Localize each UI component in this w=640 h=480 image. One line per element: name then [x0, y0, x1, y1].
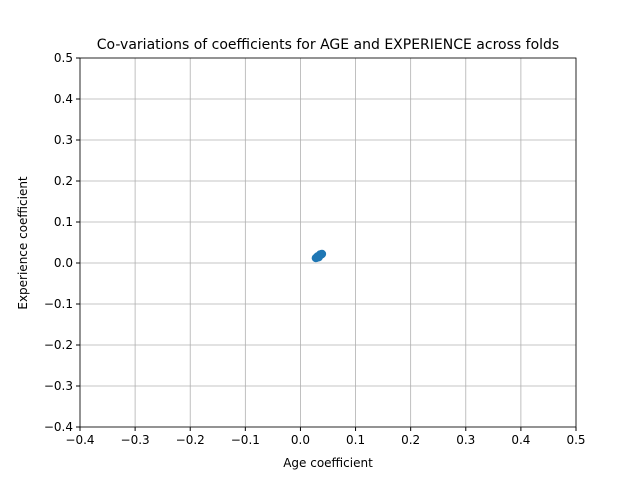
y-tick-label: 0.1 — [54, 215, 73, 229]
x-tick-label: 0.2 — [401, 433, 420, 447]
x-axis-label: Age coefficient — [283, 456, 373, 470]
x-tick-label: 0.5 — [566, 433, 585, 447]
x-tick-label: −0.2 — [176, 433, 205, 447]
y-tick-label: 0.5 — [54, 51, 73, 65]
y-tick-label: −0.2 — [44, 338, 73, 352]
y-tick-label: 0.2 — [54, 174, 73, 188]
x-tick-label: 0.0 — [291, 433, 310, 447]
point — [313, 252, 323, 262]
y-tick-label: 0.0 — [54, 256, 73, 270]
y-tick-label: −0.4 — [44, 420, 73, 434]
x-tick-label: 0.3 — [456, 433, 475, 447]
x-tick-label: −0.1 — [231, 433, 260, 447]
x-tick-label: −0.3 — [121, 433, 150, 447]
chart-title: Co-variations of coefficients for AGE an… — [97, 37, 559, 53]
x-tick-label: 0.4 — [511, 433, 530, 447]
y-tick-label: 0.4 — [54, 92, 73, 106]
x-tick-label: −0.4 — [65, 433, 94, 447]
y-tick-label: −0.1 — [44, 297, 73, 311]
x-tick-label: 0.1 — [346, 433, 365, 447]
y-axis-label: Experience coefficient — [16, 176, 30, 310]
y-tick-label: −0.3 — [44, 379, 73, 393]
y-tick-label: 0.3 — [54, 133, 73, 147]
plot-frame — [79, 57, 577, 428]
